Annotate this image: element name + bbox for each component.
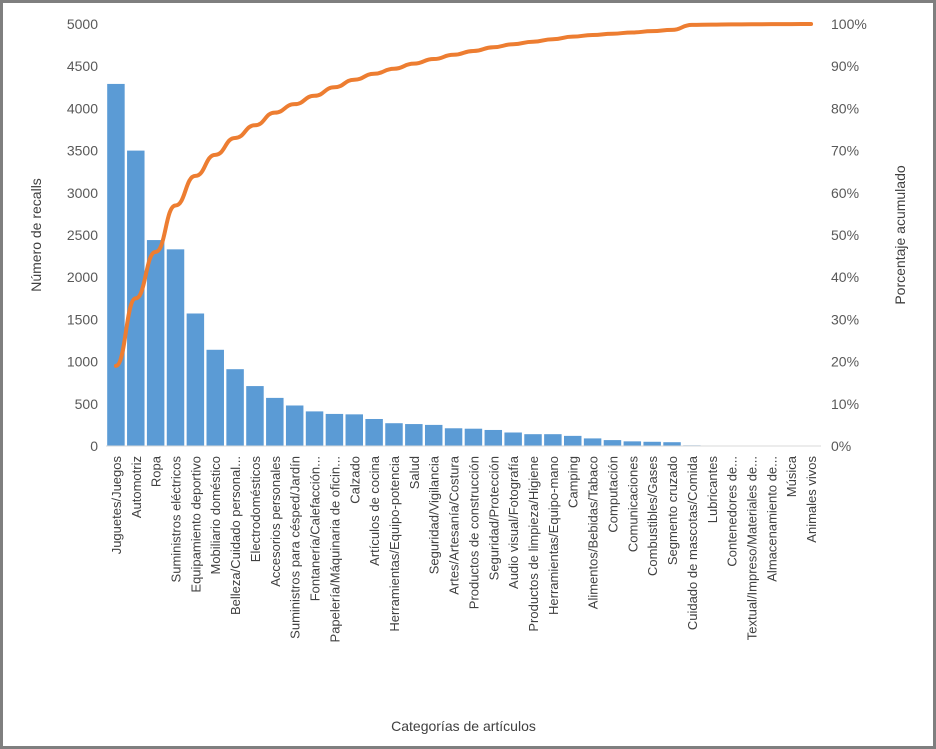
y2-tick-label: 20% — [831, 354, 859, 370]
bar — [405, 424, 423, 446]
category-label: Accesorios personales — [268, 456, 283, 587]
y2-tick-label: 100% — [831, 16, 867, 32]
bar — [246, 386, 264, 446]
category-label: Fontanería/Calefacción... — [308, 456, 323, 601]
y2-tick-label: 70% — [831, 143, 859, 159]
y-tick-label: 3000 — [67, 185, 98, 201]
category-label: Música — [784, 455, 799, 497]
y-tick-label: 4000 — [67, 100, 98, 116]
category-label: Artículos de cocina — [367, 455, 382, 566]
bar — [623, 441, 642, 446]
axes — [106, 445, 821, 447]
bar — [325, 413, 344, 446]
bar — [305, 411, 324, 446]
bar — [345, 414, 364, 446]
bar — [524, 434, 542, 446]
category-label: Calzado — [347, 456, 362, 504]
category-label: Animales vivos — [804, 456, 819, 543]
y2-tick-label: 0% — [831, 438, 851, 454]
y-tick-label: 5000 — [67, 16, 98, 32]
y-axis-title: Número de recalls — [28, 178, 44, 292]
category-label: Suministros eléctricos — [169, 456, 184, 583]
y-tick-label: 500 — [75, 396, 99, 412]
bar — [464, 428, 483, 446]
bar-series — [107, 83, 820, 446]
bar — [166, 249, 185, 446]
category-label: Camping — [566, 456, 581, 508]
y2-tick-label: 50% — [831, 227, 859, 243]
y2-tick-label: 40% — [831, 269, 859, 285]
category-label: Herramientas/Equipo-potencia — [387, 455, 402, 631]
y2-tick-label: 60% — [831, 185, 859, 201]
y-tick-label: 4500 — [67, 58, 98, 74]
category-label: Textual/Impreso/Materiales de... — [744, 456, 759, 640]
pareto-chart: 0 500 1000 1500 2000 2500 3000 3500 4000 4500 5000… — [28, 16, 908, 734]
category-label: Equipamiento deportivo — [188, 456, 203, 593]
x-axis-title: Categorías de artículos — [391, 718, 536, 734]
cumulative-percent-line — [113, 22, 814, 368]
y-tick-label: 2000 — [67, 269, 98, 285]
bar — [544, 434, 562, 446]
category-label: Productos de limpieza/Higiene — [526, 456, 541, 632]
category-label: Contenedores de... — [725, 456, 740, 567]
category-label: Comunicaciones — [625, 456, 640, 553]
y2-axis-ticks: 0% 10% 20% 30% 40% 50% 60% 70% 80% 90% 100% — [831, 16, 867, 454]
bar — [365, 418, 383, 446]
y2-tick-label: 90% — [831, 58, 859, 74]
bar — [266, 397, 284, 446]
bar — [504, 432, 522, 446]
bar — [663, 442, 681, 446]
y2-axis-title: Porcentaje acumulado — [892, 165, 908, 305]
bar — [186, 313, 205, 446]
y2-tick-label: 30% — [831, 311, 859, 327]
category-label: Herramientas/Equipo-mano — [546, 456, 561, 615]
category-label: Automotriz — [129, 456, 144, 518]
bar — [226, 369, 244, 446]
bar — [583, 438, 602, 446]
category-labels: Juguetes/Juegos Automotriz Ropa Suministros… — [109, 455, 819, 642]
category-label: Suministros para césped/Jardín — [288, 456, 303, 639]
y-tick-label: 3500 — [67, 143, 98, 159]
category-label: Computación — [605, 456, 620, 533]
y-tick-label: 1000 — [67, 354, 98, 370]
category-label: Lubricantes — [705, 456, 720, 524]
category-label: Salud — [407, 456, 422, 489]
category-label: Belleza/Cuidado personal... — [228, 456, 243, 615]
category-label: Mobiliario doméstico — [208, 456, 223, 575]
bar — [424, 424, 443, 446]
y-axis-ticks: 0 500 1000 1500 2000 2500 3000 3500 4000 4500 5000 — [67, 16, 98, 454]
category-label: Audio visual/Fotografía — [506, 455, 521, 589]
category-label: Segmento cruzado — [665, 456, 680, 565]
bar — [603, 440, 622, 446]
bar — [563, 435, 582, 446]
category-label: Seguridad/Protección — [486, 456, 501, 580]
y2-tick-label: 80% — [831, 100, 859, 116]
y-tick-label: 1500 — [67, 311, 98, 327]
category-label: Alimentos/Bebidas/Tabaco — [586, 456, 601, 609]
category-label: Ropa — [149, 455, 164, 487]
bar — [146, 240, 165, 446]
category-label: Electrodomésticos — [248, 456, 263, 563]
category-label: Papelería/Máquinaria de oficin... — [327, 456, 342, 642]
bar — [643, 441, 661, 446]
bar — [206, 349, 224, 446]
bar — [444, 428, 463, 446]
category-label: Productos de construcción — [466, 456, 481, 609]
category-label: Cuidado de mascotas/Comida — [685, 455, 700, 630]
bar — [385, 423, 403, 446]
bar — [107, 83, 125, 446]
category-label: Seguridad/Vigilancia — [427, 455, 442, 574]
category-label: Almacenamiento de... — [764, 456, 779, 582]
y-tick-label: 0 — [90, 438, 98, 454]
bar — [285, 405, 304, 446]
category-label: Juguetes/Juegos — [109, 456, 124, 555]
y-tick-label: 2500 — [67, 227, 98, 243]
category-label: Combustibles/Gases — [645, 456, 660, 576]
y2-tick-label: 10% — [831, 396, 859, 412]
category-label: Artes/Artesanía/Costura — [447, 455, 462, 594]
bar — [484, 429, 503, 446]
